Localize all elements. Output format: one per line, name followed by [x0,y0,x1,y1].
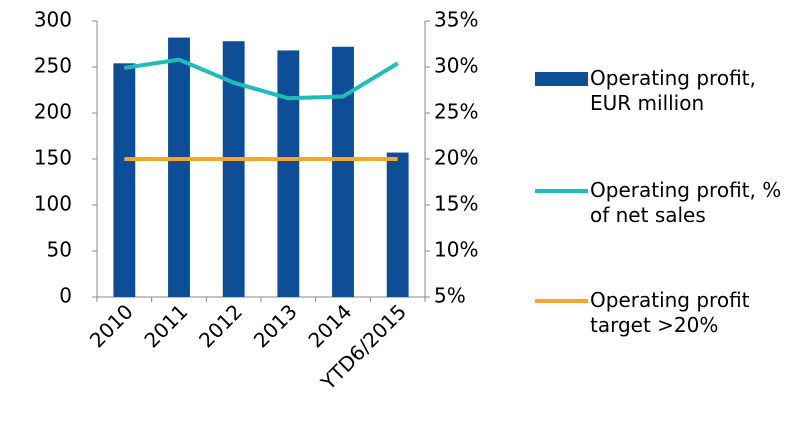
y2-tick-label: 15% [434,192,478,216]
y-tick-label: 50 [47,238,72,262]
y2-tick-label: 5% [434,284,466,308]
y2-tick-label: 30% [434,54,478,78]
legend-label: Operating profit, EUR million [590,66,756,115]
x-tick-label: 2012 [194,299,247,352]
y-tick-label: 100 [34,192,72,216]
x-tick-label: 2010 [85,299,138,352]
y-tick-label: 300 [34,8,72,32]
bar [222,41,245,297]
bar [332,46,354,298]
y2-tick-label: 35% [434,8,478,32]
line [124,57,399,101]
y-tick-label: 0 [59,284,72,308]
y-tick-label: 250 [34,54,72,78]
y2-tick-label: 25% [434,100,478,124]
x-tick-label: 2011 [139,299,192,352]
legend-label: Operating profit target >20% [590,288,750,337]
y-tick-label: 150 [34,146,72,170]
bar [113,63,136,297]
x-tick-label: 2013 [249,299,302,352]
legend-swatch [535,72,588,86]
y2-tick-label: 20% [434,146,478,170]
y2-tick-label: 10% [434,238,478,262]
y-tick-label: 200 [34,100,72,124]
bar [168,37,190,298]
bar [386,152,409,297]
legend-label: Operating profit, % of net sales [590,178,782,227]
bar [277,50,300,297]
